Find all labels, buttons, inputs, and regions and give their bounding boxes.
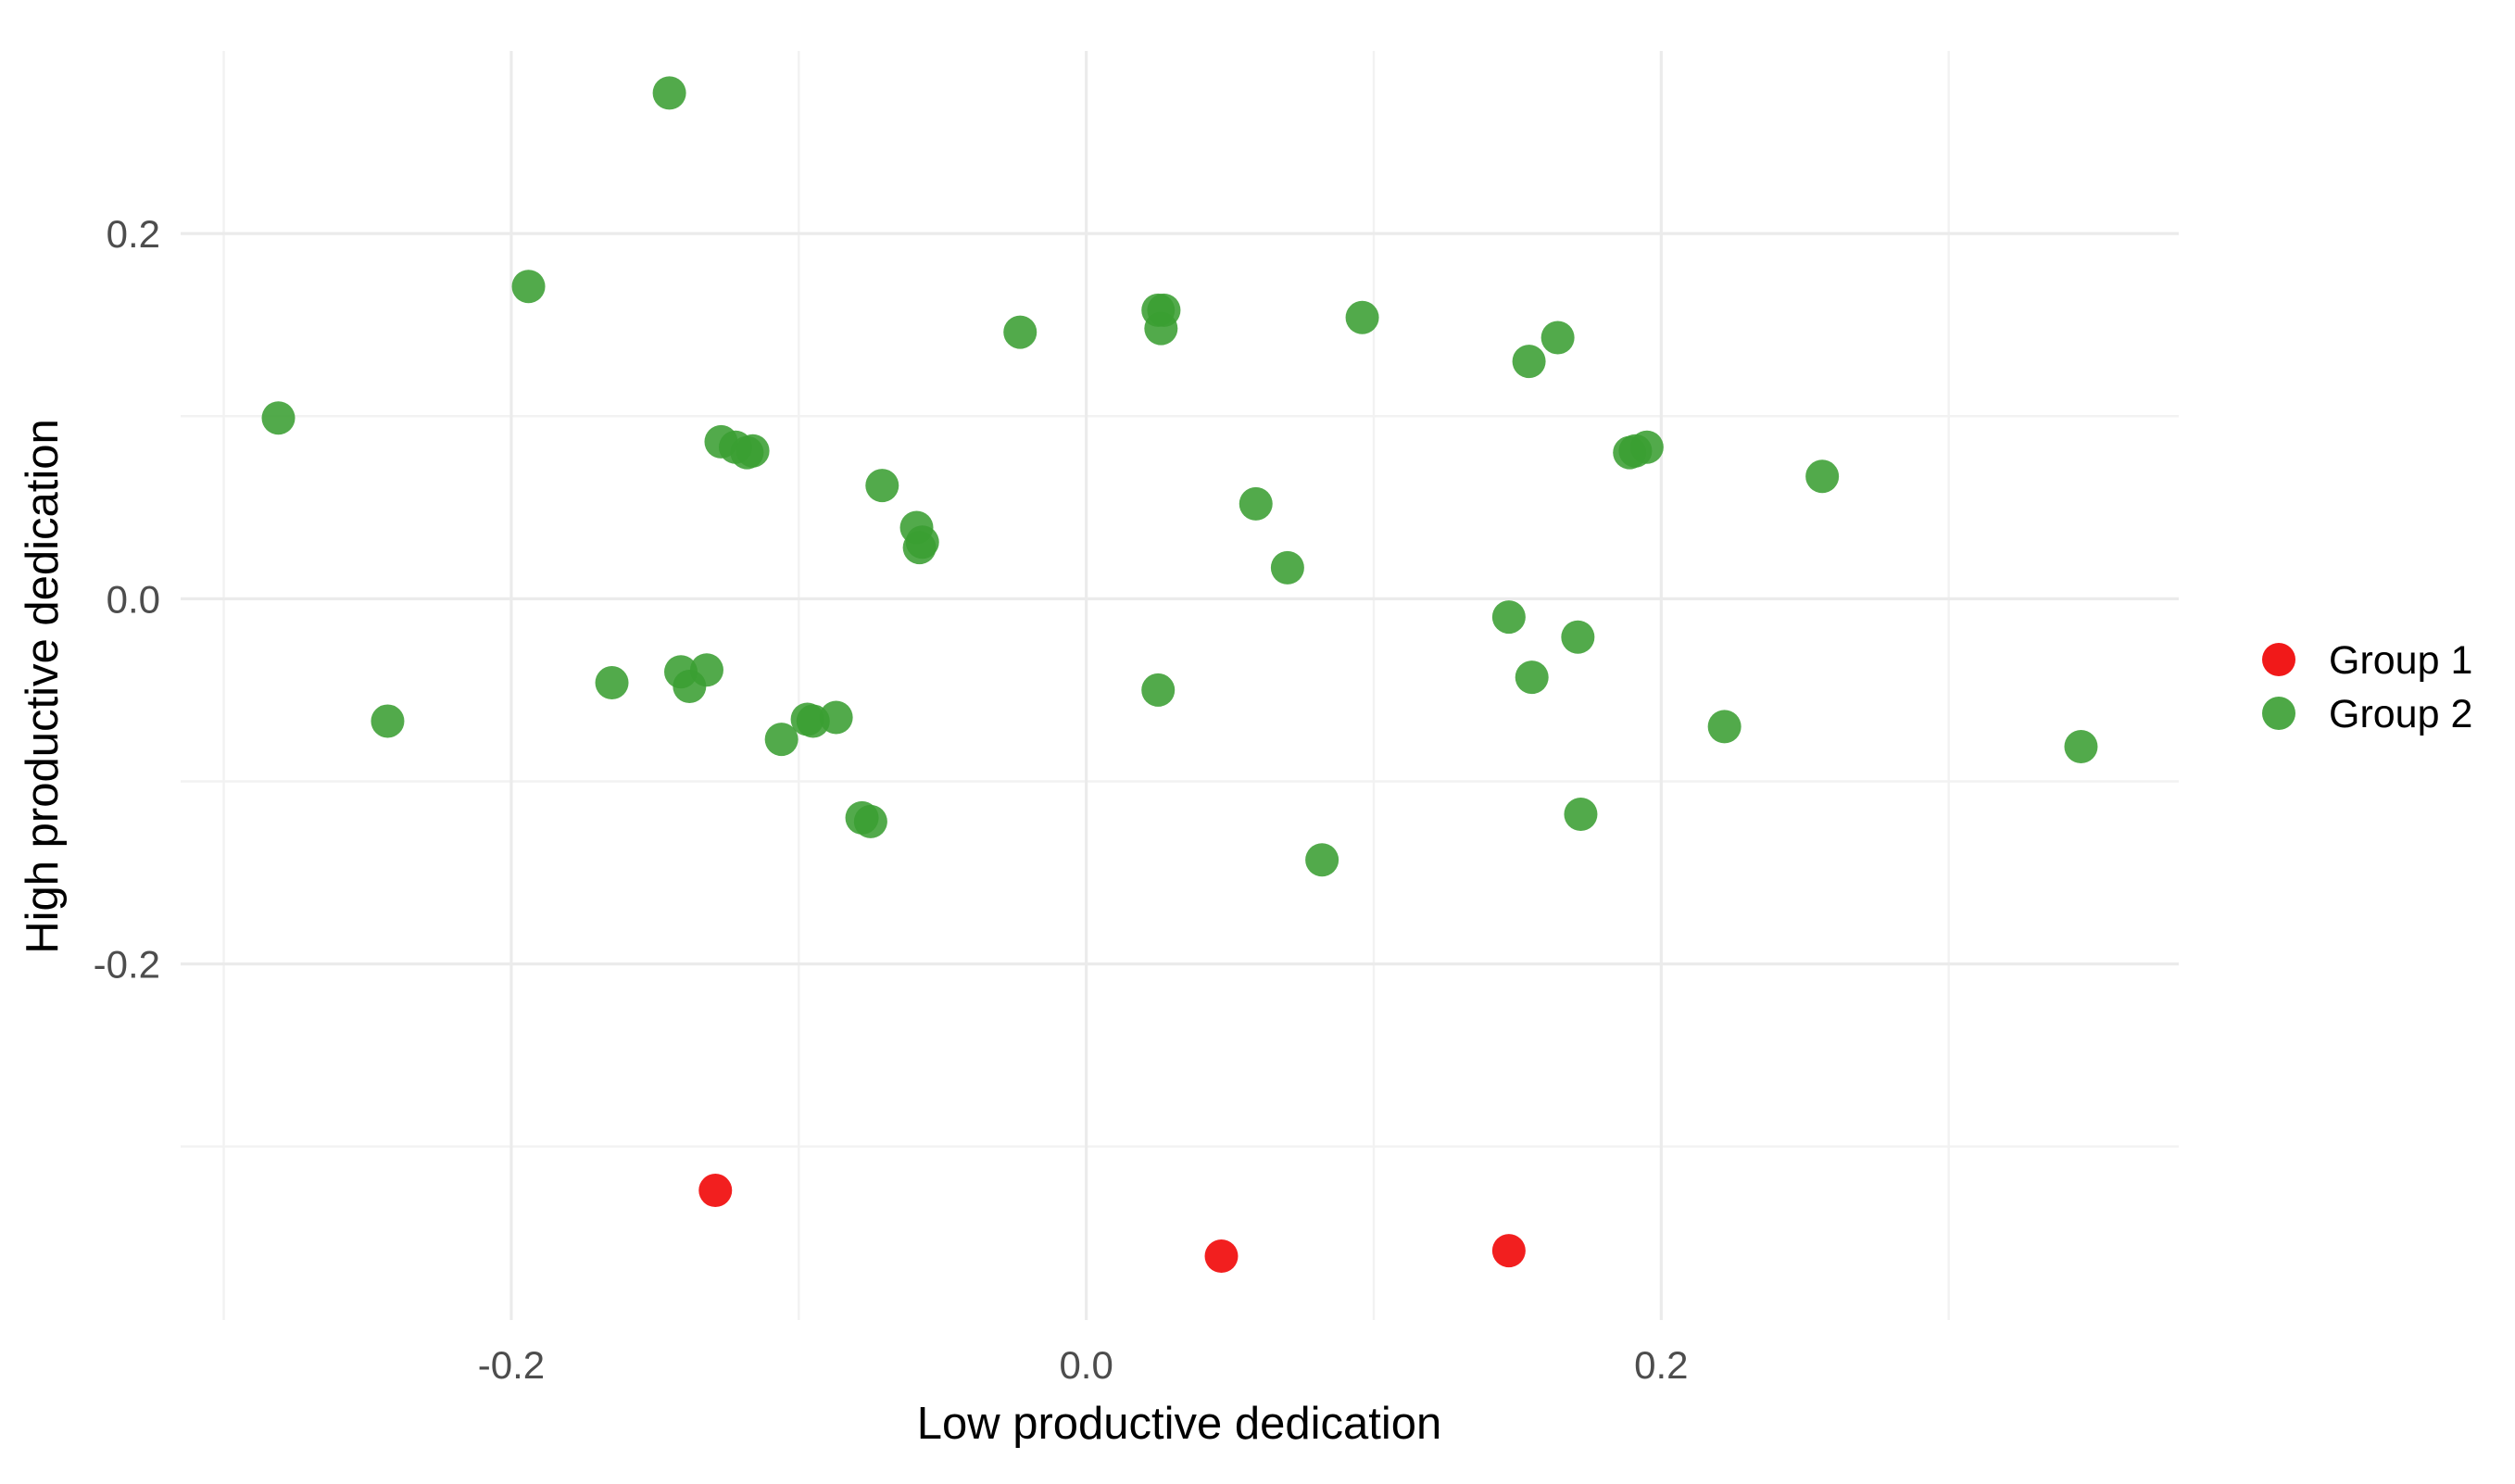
- data-point-group-2: [1239, 486, 1273, 521]
- data-points: [261, 76, 2098, 1274]
- x-tick-label: -0.2: [478, 1343, 545, 1387]
- data-point-group-2: [1540, 321, 1575, 355]
- legend-key-group-1: [2262, 643, 2295, 676]
- data-point-group-2: [865, 469, 899, 503]
- data-point-group-2: [1003, 315, 1037, 349]
- data-point-group-2: [1512, 345, 1546, 379]
- data-point-group-2: [1805, 459, 1840, 494]
- y-tick-label: -0.2: [94, 943, 160, 987]
- data-point-group-2: [736, 434, 770, 468]
- data-point-group-2: [371, 704, 405, 738]
- data-point-group-2: [1561, 620, 1595, 654]
- data-point-group-2: [819, 700, 853, 735]
- data-point-group-2: [511, 270, 546, 304]
- data-point-group-2: [1147, 293, 1181, 327]
- data-point-group-2: [1270, 550, 1304, 585]
- data-point-group-2: [2064, 730, 2098, 764]
- x-tick-label: 0.0: [1059, 1343, 1113, 1387]
- data-point-group-2: [1707, 710, 1742, 744]
- data-point-group-2: [1564, 797, 1598, 831]
- data-point-group-1: [1491, 1234, 1526, 1268]
- legend-label: Group 1: [2329, 638, 2472, 683]
- data-point-group-2: [853, 804, 887, 838]
- data-point-group-2: [1345, 300, 1379, 334]
- data-point-group-2: [764, 723, 799, 757]
- data-point-group-2: [1515, 660, 1549, 695]
- data-point-group-2: [689, 653, 723, 687]
- data-point-group-2: [261, 401, 296, 435]
- y-tick-label: 0.0: [107, 577, 160, 621]
- data-point-group-2: [1629, 430, 1664, 464]
- y-axis-title: High productive dedication: [18, 419, 68, 953]
- data-point-group-2: [1141, 673, 1176, 707]
- data-point-group-1: [1204, 1239, 1239, 1274]
- data-point-group-2: [1305, 843, 1339, 877]
- grid-lines: [181, 51, 2179, 1320]
- tick-labels: -0.2 0.0 0.2 -0.2 0.0 0.2: [94, 212, 1689, 1387]
- legend: Group 1 Group 2: [2262, 638, 2472, 736]
- x-tick-label: 0.2: [1634, 1343, 1688, 1387]
- data-point-group-2: [905, 525, 939, 560]
- legend-label: Group 2: [2329, 692, 2472, 736]
- data-point-group-2: [595, 666, 629, 700]
- legend-key-group-2: [2262, 697, 2295, 730]
- data-point-group-2: [652, 76, 686, 110]
- y-tick-label: 0.2: [107, 212, 160, 256]
- x-axis-title: Low productive dedication: [917, 1399, 1442, 1449]
- data-point-group-2: [1491, 600, 1526, 635]
- data-point-group-1: [698, 1174, 733, 1208]
